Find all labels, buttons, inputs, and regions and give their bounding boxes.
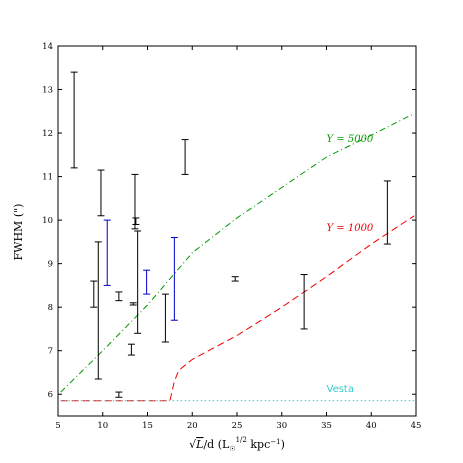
y-tick-label: 6 bbox=[48, 390, 53, 400]
x-tick-label: 20 bbox=[187, 421, 198, 431]
error-bar bbox=[132, 217, 140, 225]
x-tick-label: 10 bbox=[97, 421, 108, 431]
error-bar bbox=[383, 180, 391, 245]
x-axis-label: √L/d (L☉1/2 kpc−1) bbox=[189, 436, 285, 453]
error-bar bbox=[94, 241, 102, 380]
y-tick-label: 14 bbox=[42, 42, 53, 52]
error-bar bbox=[115, 291, 123, 302]
curves-layer bbox=[60, 113, 415, 402]
x-tick-label: 35 bbox=[321, 421, 332, 431]
annotation-y-5000: Y = 5000 bbox=[327, 134, 374, 145]
curve-y-1000 bbox=[60, 215, 415, 402]
error-bar bbox=[134, 230, 142, 334]
error-bar bbox=[143, 269, 151, 295]
error-bar bbox=[131, 173, 139, 230]
error-bar bbox=[97, 169, 105, 217]
error-bar bbox=[231, 276, 239, 282]
y-tick-label: 9 bbox=[48, 260, 53, 270]
error-bar bbox=[90, 280, 98, 308]
y-tick-label: 7 bbox=[48, 347, 53, 357]
annotations-layer: Y = 5000 Y = 1000 Vesta bbox=[327, 134, 374, 395]
x-tick-label: 40 bbox=[366, 421, 377, 431]
x-tick-label: 30 bbox=[276, 421, 287, 431]
annotation-y-1000: Y = 1000 bbox=[327, 223, 374, 234]
x-tick-label: 15 bbox=[142, 421, 153, 431]
curve-y-5000 bbox=[60, 113, 415, 393]
x-tick-label: 45 bbox=[411, 421, 422, 431]
error-bar bbox=[127, 343, 135, 356]
annotation-vesta: Vesta bbox=[327, 384, 354, 395]
x-tick-label: 25 bbox=[232, 421, 243, 431]
error-bar bbox=[300, 274, 308, 330]
ticks-layer: 5 10 15 20 25 30 35 40 45 6 7 8 9 10 11 12 13 14 bbox=[42, 42, 421, 431]
y-axis-label: FWHM (") bbox=[12, 204, 25, 261]
error-bar bbox=[70, 71, 78, 169]
y-tick-label: 10 bbox=[42, 216, 53, 226]
error-bar bbox=[181, 139, 189, 175]
error-bar bbox=[103, 219, 111, 286]
x-tick-label: 5 bbox=[55, 421, 60, 431]
y-tick-label: 12 bbox=[42, 129, 53, 139]
error-bar bbox=[129, 302, 137, 306]
y-tick-label: 13 bbox=[42, 86, 53, 96]
error-bar bbox=[170, 237, 178, 321]
y-tick-label: 11 bbox=[42, 173, 53, 183]
error-bar bbox=[115, 391, 123, 398]
y-tick-label: 8 bbox=[48, 303, 53, 313]
error-bar bbox=[161, 293, 169, 343]
errorbars-layer bbox=[70, 71, 391, 398]
